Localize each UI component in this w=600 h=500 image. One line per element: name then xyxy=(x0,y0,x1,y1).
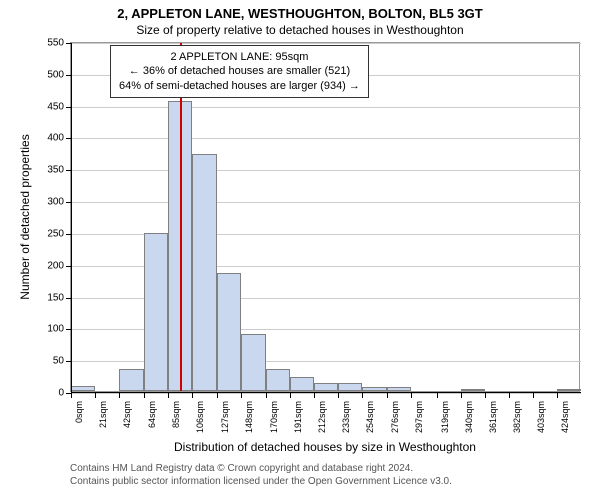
footer-line-1: Contains HM Land Registry data © Crown c… xyxy=(70,462,452,475)
xtick-mark xyxy=(314,393,315,398)
histogram-bar xyxy=(144,233,168,391)
xtick-mark xyxy=(509,393,510,398)
ytick-label: 0 xyxy=(36,388,64,399)
xtick-mark xyxy=(71,393,72,398)
xtick-label: 361sqm xyxy=(488,401,498,433)
histogram-bar xyxy=(314,383,338,391)
histogram-bar xyxy=(217,273,241,391)
axis-line xyxy=(71,392,581,393)
grid-line xyxy=(71,138,581,139)
xtick-label: 0sqm xyxy=(74,401,84,423)
histogram-bar xyxy=(71,386,95,391)
xtick-mark xyxy=(411,393,412,398)
xtick-label: 127sqm xyxy=(220,401,230,433)
xtick-mark xyxy=(119,393,120,398)
xtick-mark xyxy=(557,393,558,398)
xtick-mark xyxy=(144,393,145,398)
grid-line xyxy=(71,107,581,108)
histogram-bar xyxy=(461,389,485,391)
annotation-box: 2 APPLETON LANE: 95sqm ← 36% of detached… xyxy=(110,45,369,98)
y-axis-label: Number of detached properties xyxy=(18,117,32,317)
xtick-mark xyxy=(461,393,462,398)
xtick-mark xyxy=(362,393,363,398)
title-sub: Size of property relative to detached ho… xyxy=(0,21,600,37)
annotation-line-1: 2 APPLETON LANE: 95sqm xyxy=(119,50,360,64)
grid-line xyxy=(71,202,581,203)
xtick-mark xyxy=(217,393,218,398)
grid-line xyxy=(71,393,581,394)
annotation-line-2: ← 36% of detached houses are smaller (52… xyxy=(119,64,360,78)
xtick-label: 233sqm xyxy=(341,401,351,433)
xtick-label: 297sqm xyxy=(414,401,424,433)
xtick-mark xyxy=(338,393,339,398)
histogram-bar xyxy=(387,387,411,391)
histogram-bar xyxy=(338,383,362,391)
grid-line xyxy=(71,43,581,44)
xtick-mark xyxy=(241,393,242,398)
xtick-label: 276sqm xyxy=(390,401,400,433)
ytick-label: 350 xyxy=(36,165,64,176)
ytick-label: 250 xyxy=(36,228,64,239)
ytick-label: 150 xyxy=(36,292,64,303)
annotation-line-3: 64% of semi-detached houses are larger (… xyxy=(119,79,360,93)
xtick-label: 64sqm xyxy=(147,401,157,428)
xtick-mark xyxy=(290,393,291,398)
xtick-mark xyxy=(437,393,438,398)
xtick-label: 42sqm xyxy=(122,401,132,428)
xtick-label: 424sqm xyxy=(560,401,570,433)
xtick-label: 403sqm xyxy=(536,401,546,433)
xtick-label: 148sqm xyxy=(244,401,254,433)
xtick-label: 191sqm xyxy=(293,401,303,433)
ytick-label: 500 xyxy=(36,69,64,80)
axis-line xyxy=(71,43,72,393)
xtick-mark xyxy=(387,393,388,398)
ytick-label: 550 xyxy=(36,38,64,49)
xtick-label: 106sqm xyxy=(195,401,205,433)
xtick-mark xyxy=(533,393,534,398)
ytick-label: 200 xyxy=(36,260,64,271)
histogram-bar xyxy=(362,387,387,391)
x-axis-label: Distribution of detached houses by size … xyxy=(70,440,580,454)
xtick-label: 21sqm xyxy=(98,401,108,428)
xtick-label: 212sqm xyxy=(317,401,327,433)
ytick-label: 50 xyxy=(36,356,64,367)
xtick-label: 254sqm xyxy=(365,401,375,433)
histogram-bar xyxy=(119,369,144,391)
title-main: 2, APPLETON LANE, WESTHOUGHTON, BOLTON, … xyxy=(0,0,600,21)
xtick-mark xyxy=(485,393,486,398)
ytick-label: 100 xyxy=(36,324,64,335)
chart-container: 2, APPLETON LANE, WESTHOUGHTON, BOLTON, … xyxy=(0,0,600,500)
xtick-label: 319sqm xyxy=(440,401,450,433)
grid-line xyxy=(71,170,581,171)
footer-line-2: Contains public sector information licen… xyxy=(70,475,452,488)
ytick-label: 300 xyxy=(36,197,64,208)
xtick-mark xyxy=(266,393,267,398)
xtick-label: 382sqm xyxy=(512,401,522,433)
footer-attribution: Contains HM Land Registry data © Crown c… xyxy=(70,462,452,488)
xtick-label: 85sqm xyxy=(171,401,181,428)
histogram-bar xyxy=(266,369,290,391)
xtick-mark xyxy=(192,393,193,398)
xtick-mark xyxy=(168,393,169,398)
histogram-bar xyxy=(241,334,266,391)
histogram-bar xyxy=(290,377,314,391)
ytick-label: 450 xyxy=(36,101,64,112)
xtick-label: 170sqm xyxy=(269,401,279,433)
xtick-mark xyxy=(95,393,96,398)
histogram-bar xyxy=(557,389,581,391)
xtick-label: 340sqm xyxy=(464,401,474,433)
histogram-bar xyxy=(192,154,216,391)
ytick-label: 400 xyxy=(36,133,64,144)
